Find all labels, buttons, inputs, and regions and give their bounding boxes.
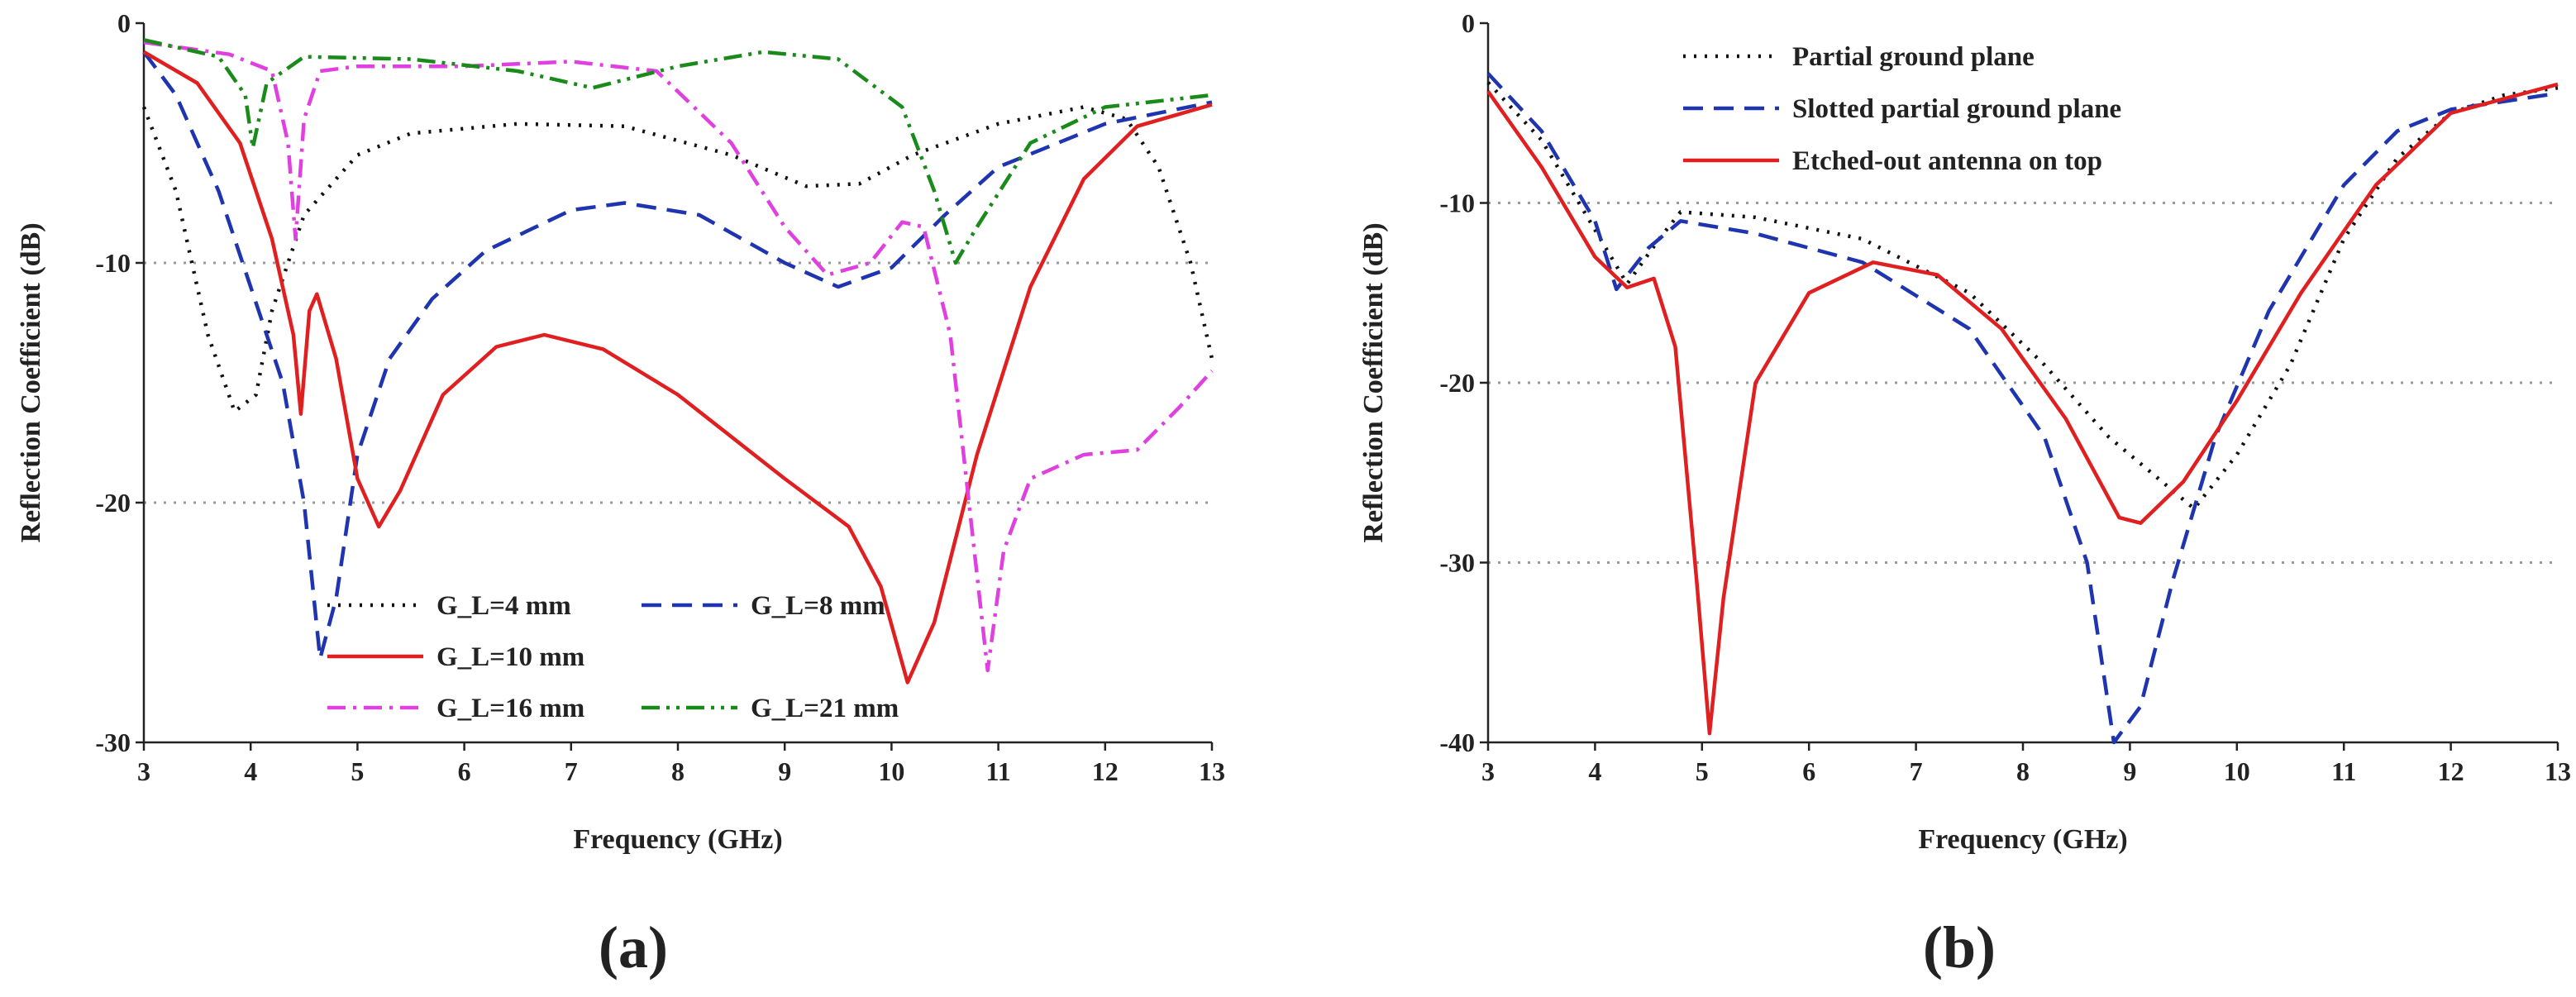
x-axis-label: Frequency (GHz) bbox=[1918, 824, 2127, 855]
y-tick-label: -30 bbox=[95, 727, 131, 757]
x-tick-label: 7 bbox=[565, 756, 578, 786]
x-tick-label: 10 bbox=[2224, 756, 2250, 786]
x-tick-label: 13 bbox=[1199, 756, 1225, 786]
x-tick-label: 11 bbox=[2331, 756, 2356, 786]
legend-label: G_L=10 mm bbox=[436, 642, 584, 672]
x-tick-label: 9 bbox=[2123, 756, 2136, 786]
x-tick-label: 13 bbox=[2545, 756, 2571, 786]
x-tick-label: 12 bbox=[2438, 756, 2464, 786]
legend-label: G_L=4 mm bbox=[436, 591, 571, 621]
x-tick-label: 9 bbox=[778, 756, 791, 786]
legend-label: Etched-out antenna on top bbox=[1792, 146, 2102, 176]
legend-label: G_L=8 mm bbox=[751, 591, 885, 621]
series-line bbox=[141, 105, 1214, 414]
series-line bbox=[143, 40, 1214, 673]
y-tick-label: -20 bbox=[1439, 368, 1475, 398]
y-axis-label: Reflection Coefficient (dB) bbox=[1358, 222, 1389, 542]
legend-label: Slotted partial ground plane bbox=[1792, 94, 2121, 124]
series-line bbox=[142, 50, 1213, 661]
x-tick-label: 11 bbox=[985, 756, 1010, 786]
x-tick-label: 7 bbox=[1910, 756, 1923, 786]
x-tick-label: 5 bbox=[1696, 756, 1709, 786]
x-tick-label: 4 bbox=[244, 756, 257, 786]
y-tick-label: -40 bbox=[1439, 727, 1475, 757]
legend-label: Partial ground plane bbox=[1792, 42, 2035, 72]
x-tick-label: 3 bbox=[1481, 756, 1495, 786]
y-tick-label: -20 bbox=[95, 488, 131, 518]
series-line bbox=[142, 50, 1213, 685]
panel: 0 -10 -20 -30 -403 4 5 6 7 8 9 10 11 12 13 Frequency (G… bbox=[1358, 8, 2571, 980]
x-tick-label: 4 bbox=[1588, 756, 1601, 786]
panel: 0 -10 -20 -303 4 5 6 7 8 9 10 11 12 13 Frequency (GHz)… bbox=[16, 8, 1225, 980]
y-tick-label: 0 bbox=[1462, 8, 1475, 38]
x-tick-label: 8 bbox=[671, 756, 685, 786]
x-tick-label: 10 bbox=[878, 756, 904, 786]
y-tick-label: 0 bbox=[117, 8, 131, 38]
x-tick-label: 8 bbox=[2016, 756, 2030, 786]
y-tick-label: -10 bbox=[1439, 188, 1475, 218]
x-tick-label: 6 bbox=[458, 756, 471, 786]
x-tick-label: 6 bbox=[1802, 756, 1815, 786]
y-axis-label: Reflection Coefficient (dB) bbox=[16, 222, 46, 542]
x-tick-label: 5 bbox=[351, 756, 364, 786]
x-axis-label: Frequency (GHz) bbox=[573, 824, 782, 855]
panel-label: (a) bbox=[599, 914, 668, 980]
x-tick-label: 12 bbox=[1092, 756, 1119, 786]
y-tick-label: -10 bbox=[95, 248, 131, 278]
x-tick-label: 3 bbox=[137, 756, 150, 786]
legend-label: G_L=16 mm bbox=[436, 694, 584, 723]
legend-label: G_L=21 mm bbox=[751, 694, 899, 723]
series-line bbox=[1486, 82, 2559, 736]
series-line bbox=[143, 38, 1213, 265]
y-tick-label: -30 bbox=[1439, 548, 1475, 578]
panel-label: (b) bbox=[1923, 914, 1996, 980]
